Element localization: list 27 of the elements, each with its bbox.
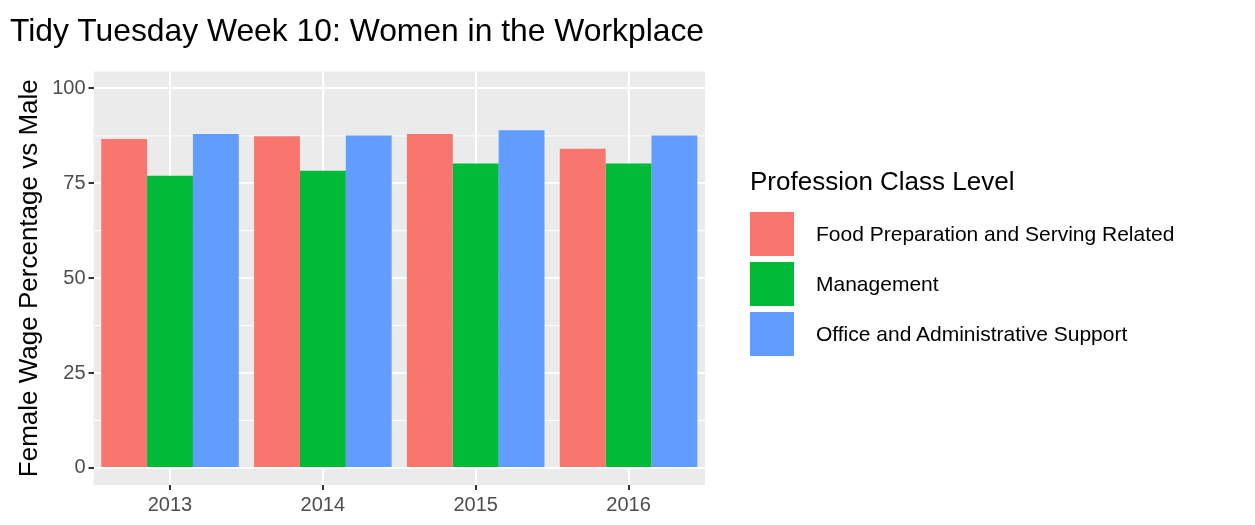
bar bbox=[254, 136, 300, 467]
bar bbox=[498, 130, 545, 467]
legend-label: Food Preparation and Serving Related bbox=[816, 222, 1175, 246]
legend-title: Profession Class Level bbox=[750, 166, 1015, 197]
legend-label: Office and Administrative Support bbox=[816, 322, 1128, 346]
y-tick-label: 50 bbox=[63, 265, 86, 288]
bar bbox=[101, 138, 148, 467]
x-tick-label: 2016 bbox=[606, 492, 651, 515]
x-tick-label: 2015 bbox=[453, 492, 498, 515]
y-tick-label: 75 bbox=[63, 170, 86, 193]
bar bbox=[406, 134, 453, 467]
legend-label: Management bbox=[816, 272, 939, 296]
bar bbox=[299, 170, 346, 467]
bar bbox=[605, 163, 652, 467]
y-tick-label: 100 bbox=[52, 75, 86, 98]
chart-title: Tidy Tuesday Week 10: Women in the Workplace bbox=[10, 11, 705, 49]
bar bbox=[345, 135, 392, 467]
x-tick-label: 2014 bbox=[300, 492, 346, 515]
bar bbox=[559, 148, 606, 467]
bar bbox=[452, 163, 499, 467]
y-tick-label: 25 bbox=[63, 360, 86, 383]
bar bbox=[147, 175, 193, 467]
x-tick-label: 2013 bbox=[147, 492, 193, 515]
bar bbox=[651, 135, 698, 467]
y-tick-label: 0 bbox=[74, 455, 86, 478]
bar bbox=[192, 134, 239, 467]
y-axis-title: Female Wage Percentage vs Male bbox=[12, 79, 43, 478]
